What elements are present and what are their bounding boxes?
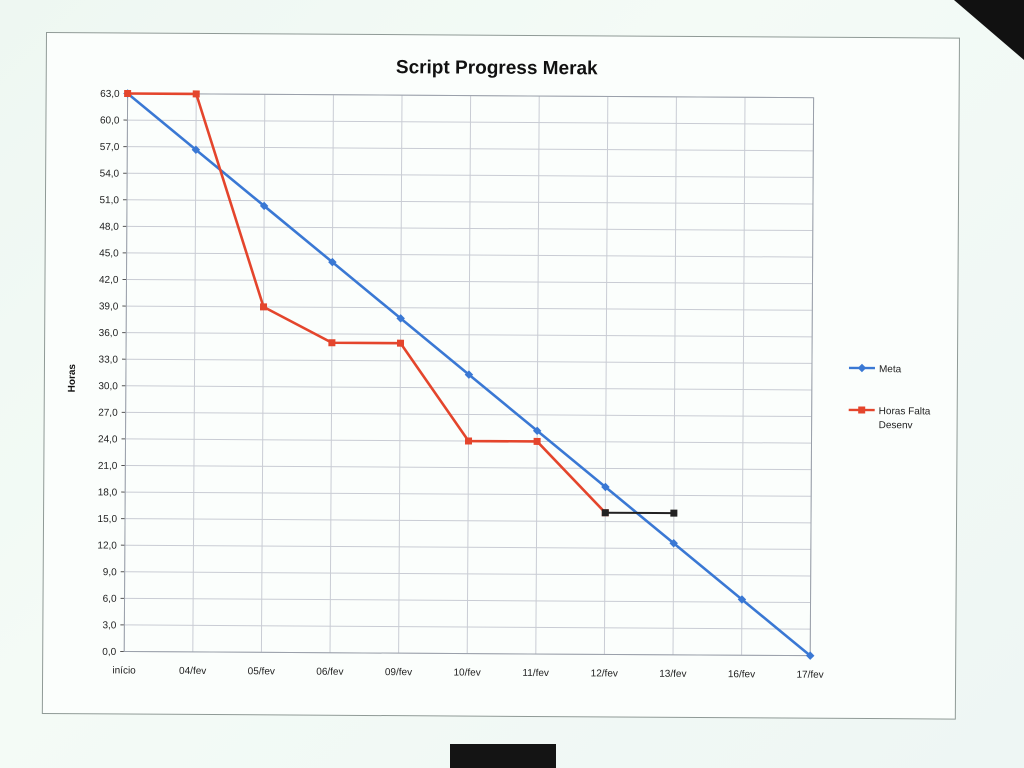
gridline-v (398, 95, 403, 654)
bottom-tab (450, 744, 556, 768)
y-tick-label: 36,0 (99, 328, 119, 339)
series-lines (123, 89, 815, 660)
legend: Meta Horas Falta Desenv (848, 363, 931, 431)
y-tick-label: 27,0 (98, 408, 118, 419)
grid (120, 92, 815, 657)
data-point (805, 651, 815, 660)
data-point (464, 437, 473, 445)
y-tick-label: 21,0 (98, 461, 118, 472)
y-tick-label: 12,0 (97, 541, 117, 552)
x-axis-ticks: início 04/fev 05/fev 06/fev 09/fev 10/fev 11/f… (112, 665, 823, 680)
y-tick-label: 6,0 (103, 594, 117, 605)
x-tick-label: 11/fev (522, 668, 549, 679)
data-point (124, 89, 132, 98)
y-tick-label: 42,0 (99, 275, 119, 286)
data-point (532, 426, 542, 436)
y-tick-label: 51,0 (99, 195, 119, 206)
y-axis-ticks: 63,0 60,0 57,0 54,0 51,0 48,0 45,0 42,0 39,0 36,0… (97, 89, 120, 658)
y-tick-label: 57,0 (100, 142, 120, 153)
line-chart: Script Progress Merak Horas 63,0 60,0 57,0… (67, 57, 931, 681)
y-tick-label: 18,0 (98, 487, 118, 498)
y-tick-label: 0,0 (102, 647, 116, 658)
data-point (396, 314, 405, 323)
y-tick-label: 39,0 (99, 301, 119, 312)
gridline-v (535, 96, 540, 655)
gridline-v (603, 96, 609, 655)
x-tick-label: 16/fev (728, 669, 755, 680)
corner-shadow (954, 0, 1024, 60)
gridline-v (741, 97, 746, 656)
legend-label: Horas Falta Desenv (879, 406, 931, 431)
data-point (191, 145, 201, 154)
y-tick-label: 24,0 (98, 434, 118, 445)
data-point (670, 509, 678, 517)
y-tick-label: 3,0 (102, 620, 116, 631)
data-point (192, 90, 200, 98)
chart-title: Script Progress Merak (396, 57, 598, 79)
data-point (737, 595, 747, 604)
data-point (259, 201, 269, 211)
plot-area (123, 92, 815, 657)
legend-label: Meta (879, 364, 902, 375)
data-point (601, 482, 610, 492)
x-tick-label: 06/fev (316, 667, 343, 678)
data-point (464, 370, 474, 379)
data-point (533, 437, 541, 445)
y-tick-label: 30,0 (98, 381, 118, 392)
series-line-1 (127, 92, 607, 514)
y-tick-label: 48,0 (99, 222, 119, 233)
y-axis-label: Horas (67, 364, 78, 393)
y-tick-label: 60,0 (100, 115, 120, 126)
gridline-v (672, 96, 677, 655)
x-tick-label: 10/fev (453, 668, 480, 679)
gridline-v (329, 94, 334, 653)
y-tick-label: 63,0 (100, 89, 120, 100)
y-tick-label: 33,0 (98, 355, 118, 366)
x-tick-label: 13/fev (659, 669, 686, 680)
legend-marker (858, 406, 866, 414)
data-point (396, 339, 405, 347)
data-point (601, 509, 609, 517)
data-point (328, 257, 337, 267)
data-point (260, 303, 268, 311)
legend-marker (857, 363, 867, 373)
y-tick-label: 45,0 (99, 248, 119, 259)
x-tick-label: 09/fev (385, 667, 412, 678)
data-point (328, 339, 336, 347)
x-tick-label: 12/fev (591, 668, 618, 679)
data-point (669, 539, 678, 548)
x-tick-label: início (112, 665, 136, 676)
chart-frame: Script Progress Merak Horas 63,0 60,0 57,0… (41, 32, 960, 720)
y-tick-label: 54,0 (100, 169, 120, 180)
x-tick-label: 17/fev (796, 670, 823, 681)
x-tick-label: 05/fev (248, 666, 275, 677)
x-tick-label: 04/fev (179, 666, 206, 677)
y-tick-label: 9,0 (103, 567, 117, 578)
gridline-v (260, 94, 266, 653)
y-tick-label: 15,0 (98, 514, 118, 525)
gridline-v (192, 93, 197, 652)
